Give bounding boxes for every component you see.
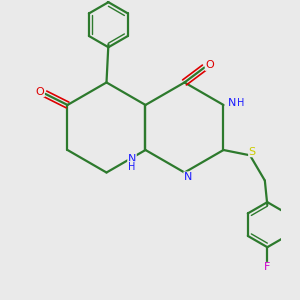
Text: N: N [184, 172, 192, 182]
Text: H: H [237, 98, 244, 108]
Text: N: N [128, 154, 136, 164]
Text: O: O [36, 87, 44, 97]
Text: H: H [128, 162, 136, 172]
Text: S: S [249, 147, 256, 157]
Text: O: O [205, 60, 214, 70]
Text: N: N [227, 98, 236, 108]
Text: F: F [264, 262, 271, 272]
